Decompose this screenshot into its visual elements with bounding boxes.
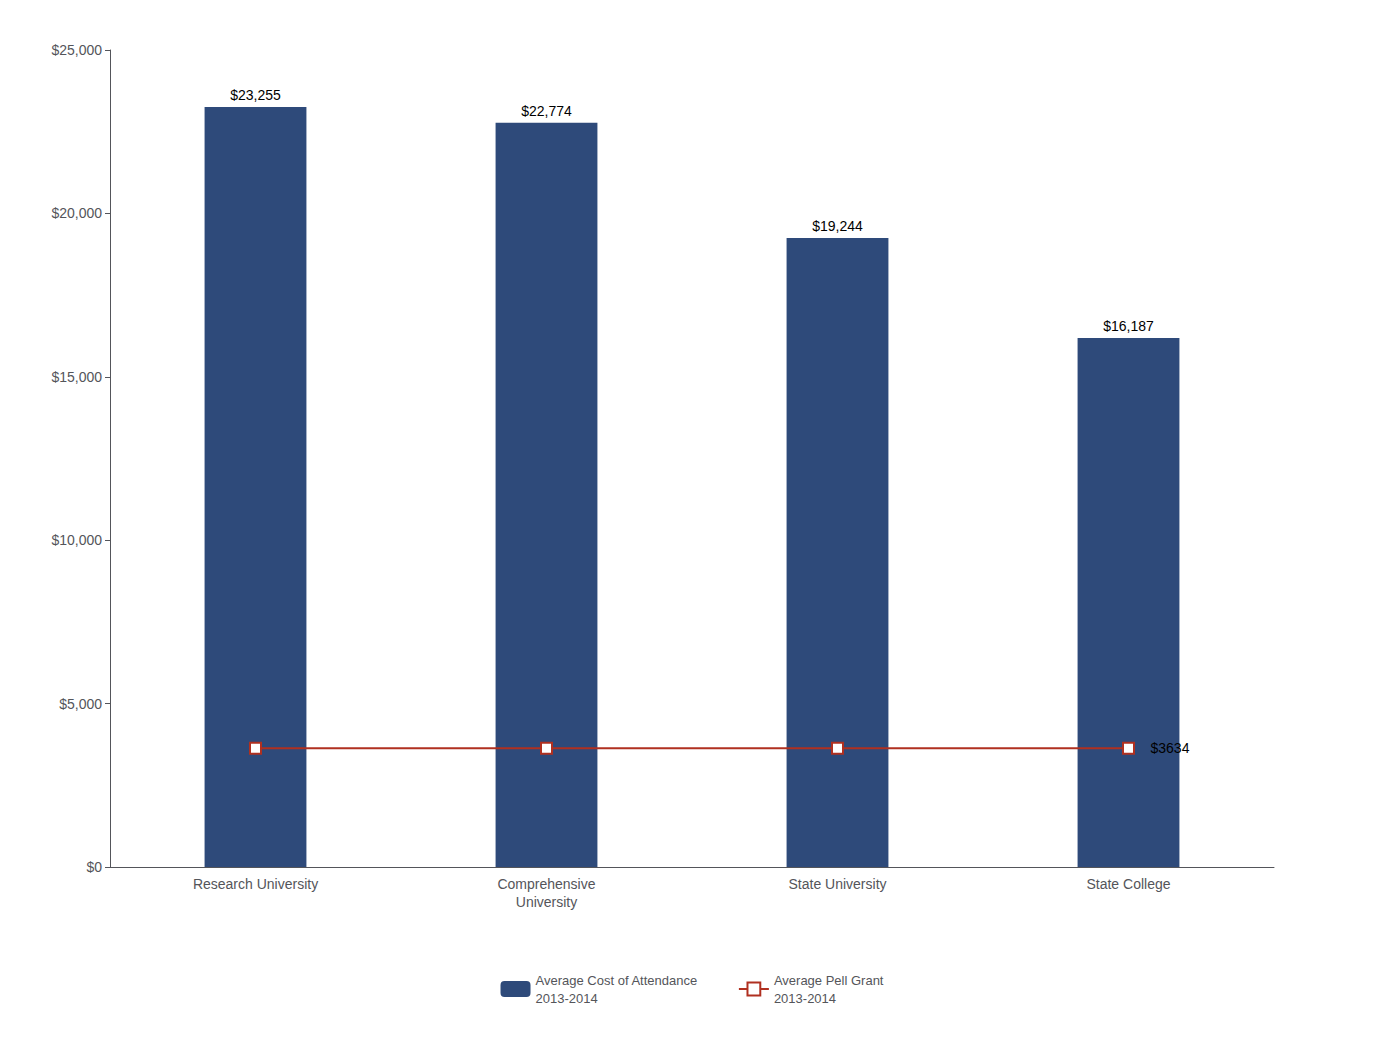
svg-text:Average Pell Grant: Average Pell Grant xyxy=(774,973,884,988)
svg-text:$25,000: $25,000 xyxy=(51,42,102,58)
svg-text:$20,000: $20,000 xyxy=(51,205,102,221)
svg-text:$0: $0 xyxy=(86,859,102,875)
svg-text:$22,774: $22,774 xyxy=(521,103,572,119)
svg-text:$19,244: $19,244 xyxy=(812,218,863,234)
svg-text:Research University: Research University xyxy=(193,876,318,892)
svg-text:$3634: $3634 xyxy=(1151,740,1190,756)
svg-text:State University: State University xyxy=(788,876,886,892)
svg-text:2013-2014: 2013-2014 xyxy=(774,991,836,1006)
svg-text:$5,000: $5,000 xyxy=(59,696,102,712)
svg-text:University: University xyxy=(516,894,577,910)
svg-text:State College: State College xyxy=(1086,876,1170,892)
svg-text:$10,000: $10,000 xyxy=(51,532,102,548)
svg-text:Average Cost of Attendance: Average Cost of Attendance xyxy=(536,973,698,988)
svg-text:$15,000: $15,000 xyxy=(51,369,102,385)
svg-text:Comprehensive: Comprehensive xyxy=(497,876,595,892)
svg-text:$23,255: $23,255 xyxy=(230,87,281,103)
svg-text:2013-2014: 2013-2014 xyxy=(536,991,598,1006)
svg-text:$16,187: $16,187 xyxy=(1103,318,1154,334)
